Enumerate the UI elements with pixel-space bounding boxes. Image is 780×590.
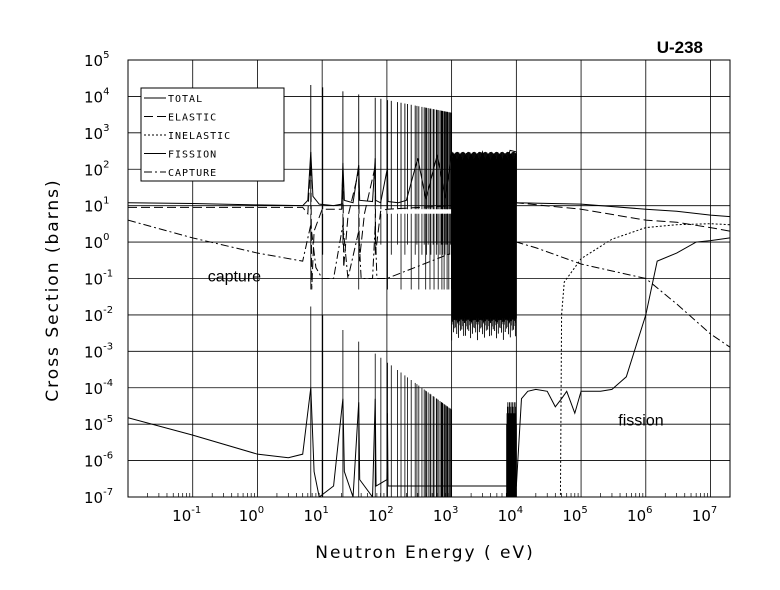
y-axis-label: Cross Section (barns) [43,178,63,401]
y-tick-label-9: 102 [84,159,109,179]
y-tick-label-2: 10-5 [84,414,113,434]
x-tick-label-3: 102 [368,505,393,525]
x-tick-label-5: 104 [498,505,523,525]
fission-annotation: fission [618,412,663,429]
chart-title: U-238 [657,38,703,57]
legend-label-fission: FISSION [168,150,217,161]
series-inelastic-line [558,223,730,497]
y-tick-label-10: 103 [84,123,109,143]
x-tick-label-0: 10-1 [172,505,201,525]
x-tick-label-6: 105 [562,505,587,525]
y-tick-label-8: 101 [84,196,109,216]
legend-label-total: TOTAL [168,94,203,105]
legend-label-inelastic: INELASTIC [168,131,231,142]
y-tick-label-7: 100 [84,232,109,252]
y-tick-label-0: 10-7 [84,487,113,507]
legend-label-capture: CAPTURE [168,168,217,179]
y-tick-label-11: 104 [84,86,109,106]
legend-label-elastic: ELASTIC [168,113,217,124]
y-tick-label-6: 10-1 [84,269,113,289]
legend: TOTAL ELASTIC INELASTIC FISSION CAPTURE [140,87,285,182]
x-tick-label-1: 100 [239,505,264,525]
series-fission-line [128,237,730,497]
y-tick-label-4: 10-3 [84,341,113,361]
y-tick-label-3: 10-4 [84,378,113,398]
x-axis-label: Neutron Energy ( eV) [315,543,535,563]
x-tick-label-8: 107 [692,505,717,525]
x-tick-label-7: 106 [627,505,652,525]
fission-resonance-band [506,402,517,497]
plot-area [128,84,730,497]
series-capture-line [128,219,730,348]
capture-annotation: capture [208,269,261,286]
y-tick-label-5: 10-2 [84,305,113,325]
plot-frame [127,59,731,498]
x-tick-label-4: 103 [433,505,458,525]
y-tick-labels: 10-7 10-6 10-5 10-4 10-3 10-2 10-1 100 101 102 103… [84,50,113,507]
y-tick-label-12: 105 [84,50,109,70]
x-tick-labels: 10-1 100 101 102 103 104 105 106 107 [172,505,717,525]
x-tick-label-2: 101 [303,505,328,525]
unresolved-resonance-band [451,151,517,341]
y-tick-label-1: 10-6 [84,451,113,471]
